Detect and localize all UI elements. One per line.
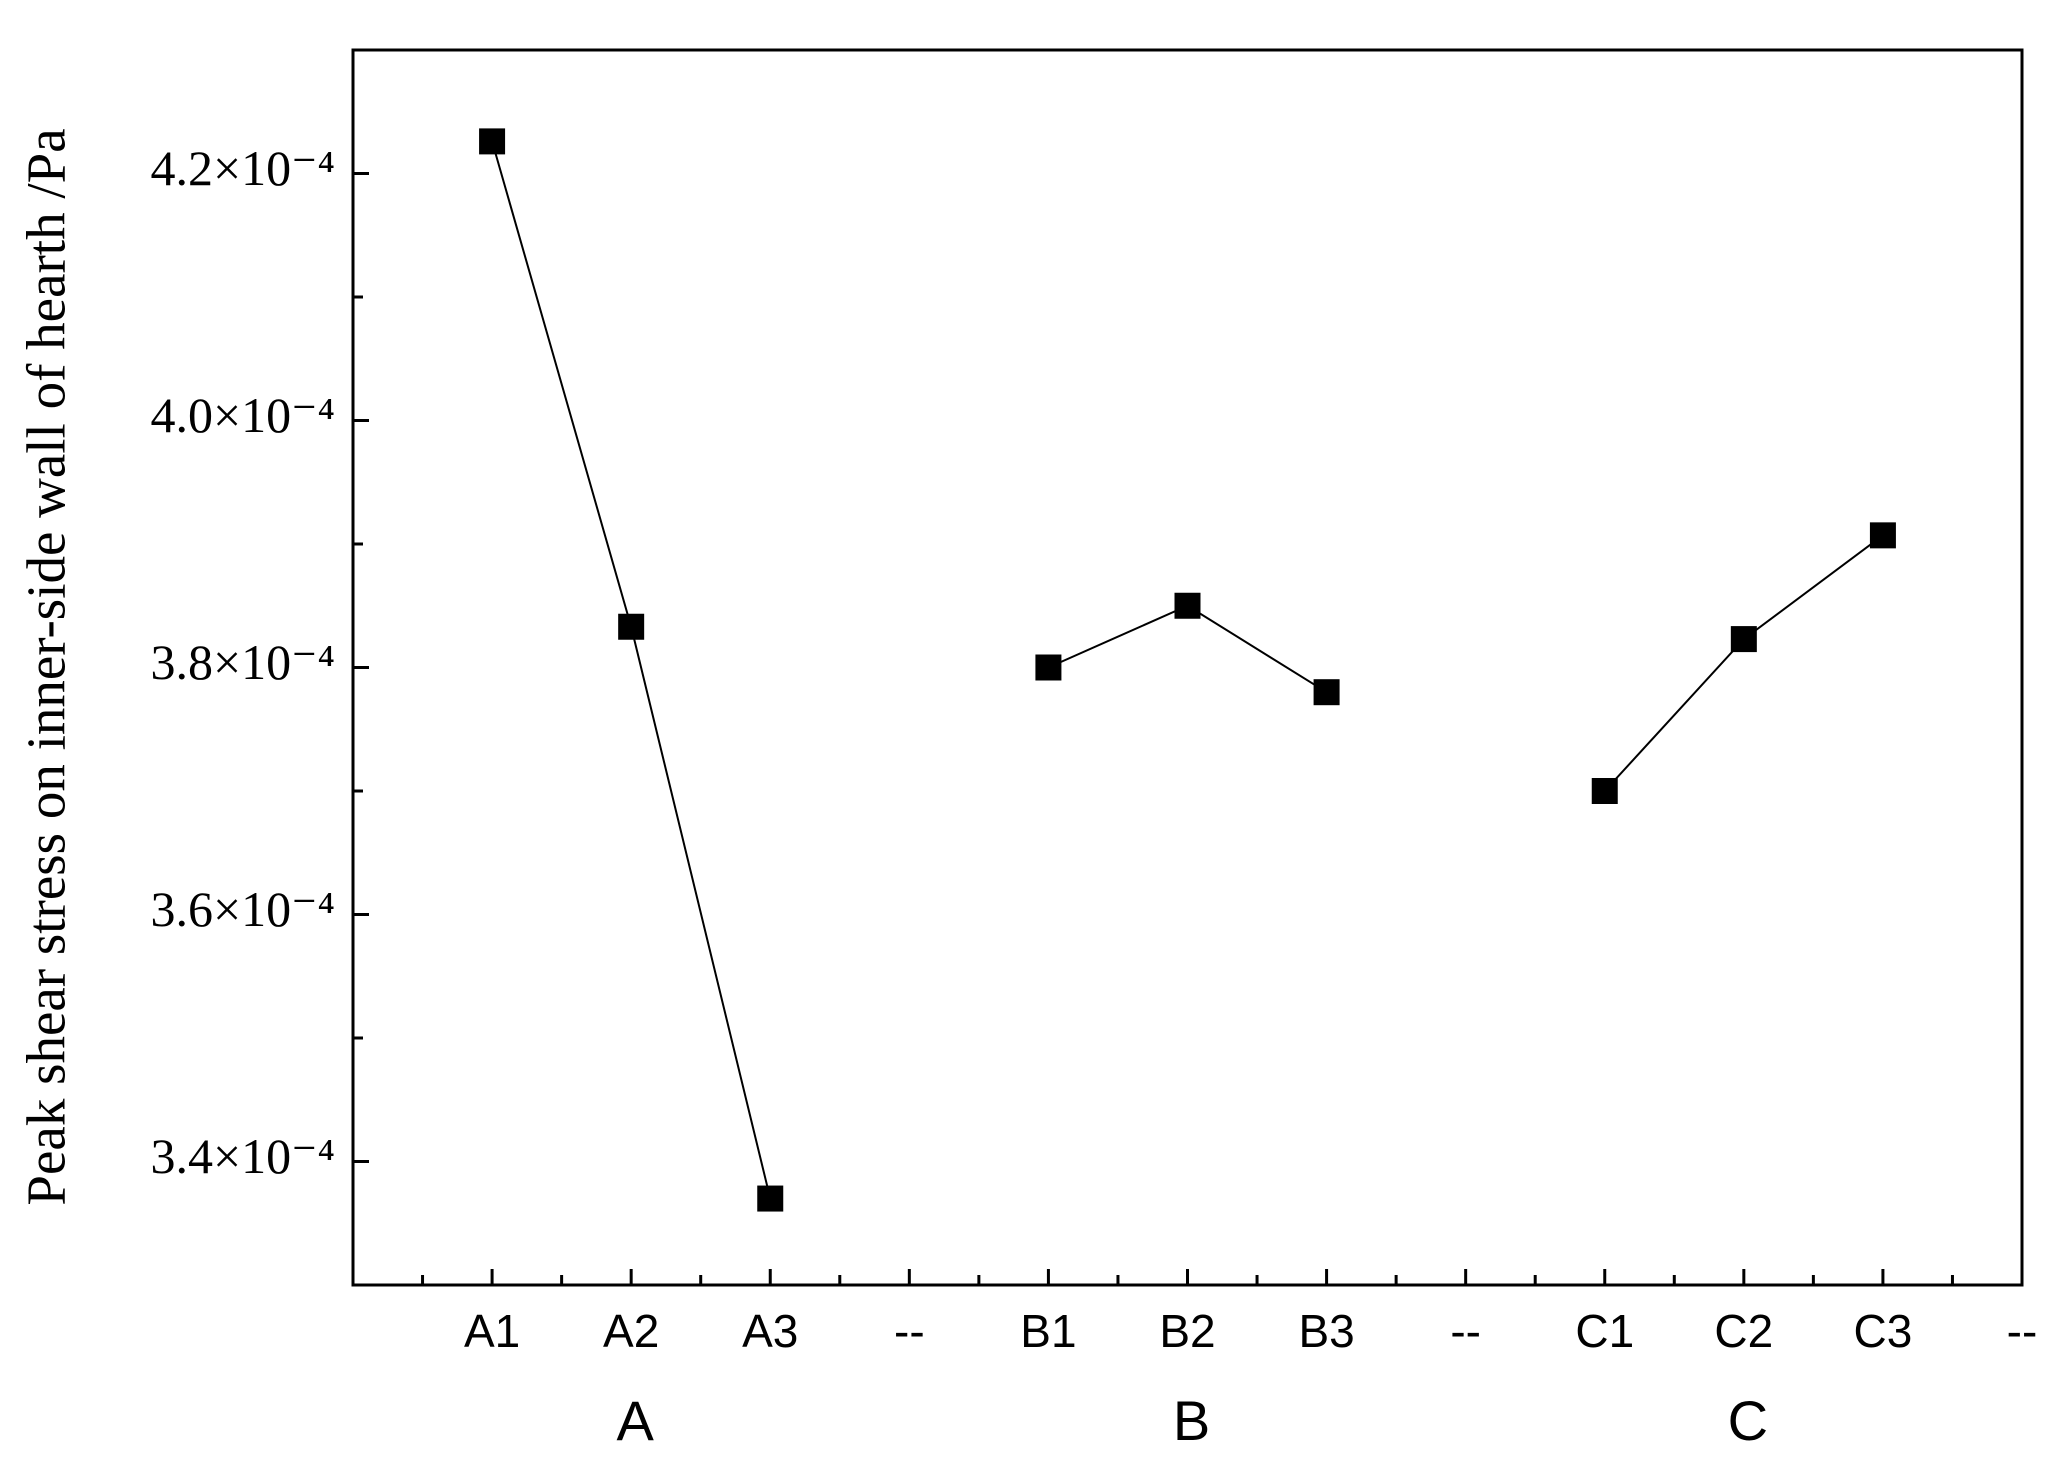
group-label: C bbox=[1728, 1389, 1768, 1452]
x-tick-label: C3 bbox=[1854, 1305, 1913, 1357]
x-tick-label: C1 bbox=[1575, 1305, 1634, 1357]
x-tick-label: -- bbox=[1450, 1305, 1481, 1357]
x-tick-label: A2 bbox=[603, 1305, 659, 1357]
x-tick-label: A3 bbox=[742, 1305, 798, 1357]
x-tick-label: B3 bbox=[1298, 1305, 1354, 1357]
data-point bbox=[1591, 778, 1618, 804]
plot-frame bbox=[351, 48, 2024, 1287]
x-tick-label: C2 bbox=[1714, 1305, 1773, 1357]
x-tick-label: A1 bbox=[464, 1305, 520, 1357]
group-label: A bbox=[616, 1389, 654, 1452]
series-line bbox=[491, 141, 1884, 1199]
y-tick-label: 4.2×10⁻⁴ bbox=[150, 140, 335, 196]
data-point bbox=[1174, 592, 1201, 619]
y-tick-label: 3.4×10⁻⁴ bbox=[150, 1128, 335, 1184]
data-point bbox=[1313, 679, 1340, 706]
x-tick-label: B1 bbox=[1020, 1305, 1076, 1357]
x-tick-label: -- bbox=[2007, 1305, 2038, 1357]
y-tick-label: 3.8×10⁻⁴ bbox=[150, 634, 335, 690]
data-point bbox=[1869, 522, 1896, 549]
data-point bbox=[479, 128, 506, 155]
group-label: B bbox=[1173, 1389, 1210, 1452]
x-tick-label: -- bbox=[894, 1305, 925, 1357]
data-point bbox=[1730, 626, 1757, 653]
data-point bbox=[618, 613, 645, 640]
y-axis-label: Peak shear stress on inner-side wall of … bbox=[16, 128, 77, 1205]
y-tick-label: 4.0×10⁻⁴ bbox=[150, 387, 335, 443]
data-point bbox=[757, 1185, 784, 1212]
y-tick-label: 3.6×10⁻⁴ bbox=[150, 881, 335, 937]
data-point bbox=[1035, 654, 1062, 681]
x-tick-label: B2 bbox=[1159, 1305, 1215, 1357]
